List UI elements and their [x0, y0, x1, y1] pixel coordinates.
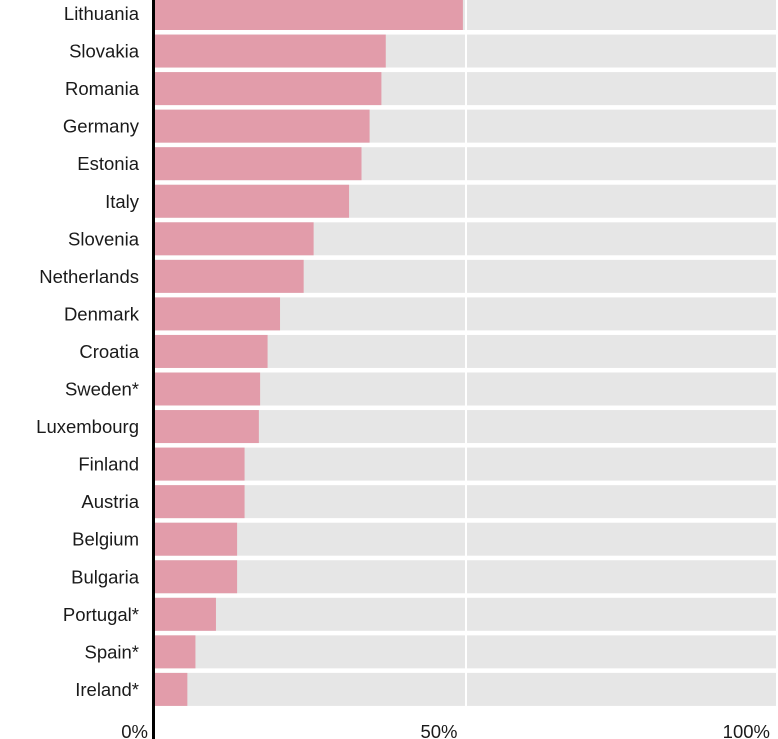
category-label: Finland	[78, 454, 139, 475]
bar	[155, 635, 196, 669]
bar	[155, 522, 238, 556]
tick-labels: 0% 50% 100%	[121, 721, 770, 739]
bar	[155, 297, 281, 331]
category-label: Belgium	[72, 529, 139, 550]
bar	[155, 447, 245, 481]
x-tick-label: 100%	[723, 721, 770, 739]
category-label: Sweden*	[65, 379, 139, 400]
category-label: Lithuania	[64, 3, 140, 24]
bar	[155, 184, 350, 218]
category-label: Italy	[105, 191, 140, 212]
x-tick-label: 50%	[420, 721, 457, 739]
bar	[155, 259, 304, 293]
bar	[155, 334, 268, 368]
category-label: Germany	[63, 116, 140, 137]
category-label: Slovakia	[69, 41, 140, 62]
bar	[155, 147, 362, 181]
bars	[155, 0, 463, 706]
bar	[155, 672, 188, 706]
x-tick-label: 0%	[121, 721, 148, 739]
category-label: Portugal*	[63, 604, 139, 625]
bar	[155, 485, 245, 519]
category-label: Denmark	[64, 303, 140, 324]
gridlines	[465, 0, 778, 739]
category-label: Croatia	[79, 341, 139, 362]
category-labels: Lithuania Slovakia Romania Germany Estonia It…	[36, 3, 140, 700]
bar	[155, 0, 463, 30]
category-label: Spain*	[84, 641, 139, 662]
bar	[155, 109, 370, 143]
category-label: Luxembourg	[36, 416, 139, 437]
category-label: Bulgaria	[71, 566, 140, 587]
category-label: Romania	[65, 78, 140, 99]
bar	[155, 222, 314, 256]
category-label: Austria	[81, 491, 139, 512]
bar	[155, 597, 216, 631]
bar	[155, 410, 259, 444]
category-label: Slovenia	[68, 228, 140, 249]
category-label: Netherlands	[39, 266, 139, 287]
bar	[155, 34, 386, 68]
bar	[155, 560, 238, 594]
bar	[155, 72, 382, 106]
bar	[155, 372, 261, 406]
category-label: Estonia	[77, 153, 139, 174]
category-label: Ireland*	[75, 679, 139, 700]
